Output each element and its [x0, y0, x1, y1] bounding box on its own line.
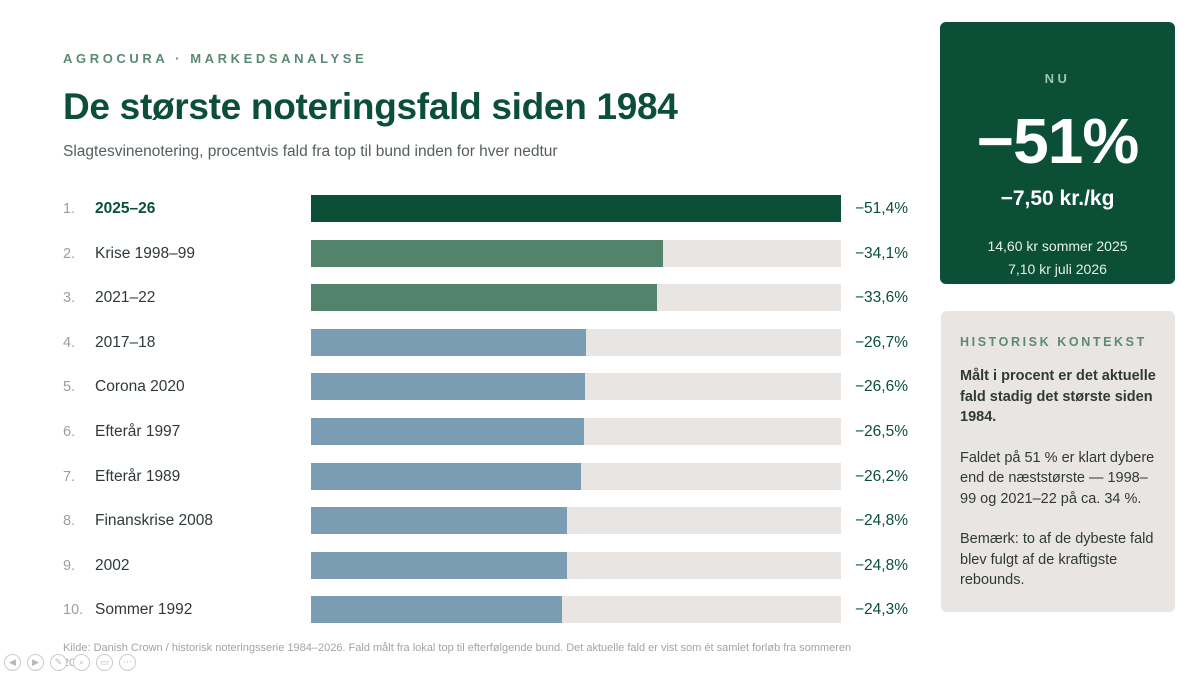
rank-label: 2.	[63, 245, 76, 262]
context-title: HISTORISK KONTEKST	[960, 335, 1147, 349]
rank-label: 7.	[63, 468, 76, 485]
category-label: Sommer 1992	[95, 601, 193, 619]
bar	[311, 239, 663, 267]
value-label: −24,8%	[855, 512, 909, 530]
bar	[311, 507, 567, 535]
value-label: −24,3%	[855, 601, 909, 619]
bar-track	[311, 373, 841, 401]
rank-label: 8.	[63, 513, 76, 530]
chart-row: 7. Efterår 1989 −26,2%	[0, 462, 930, 491]
source-note: Kilde: Danish Crown / historisk notering…	[63, 642, 852, 669]
value-label: −51,4%	[855, 200, 909, 217]
bar	[311, 551, 567, 579]
rank-label: 3.	[63, 290, 76, 307]
rank-label: 10.	[63, 602, 84, 619]
bar	[311, 328, 587, 356]
bar-track	[311, 328, 841, 356]
bar-chart: 1. 2025–26 −51,4% 2. Krise 1998–99 −34,1% 3. 20…	[0, 195, 930, 624]
rank-label: 4.	[63, 334, 76, 351]
category-label: 2025–26	[95, 200, 156, 217]
chart-row: 5. Corona 2020 −26,6%	[0, 373, 930, 401]
view-icon[interactable]: ▭	[96, 654, 113, 671]
bar-track	[311, 195, 841, 222]
context-card: HISTORISK KONTEKST Målt i procent er det…	[941, 311, 1175, 612]
context-paragraph-2: Faldet på 51 % er klart dybere end de næ…	[960, 449, 1155, 507]
value-label: −33,6%	[855, 289, 909, 307]
value-label: −26,5%	[855, 423, 909, 440]
category-label: Efterår 1997	[95, 423, 181, 440]
bar-track	[311, 551, 841, 579]
page-title: De største noteringsfald siden 1984	[63, 86, 678, 127]
kicker-label: AGROCURA · MARKEDSANALYSE	[63, 51, 368, 66]
context-paragraph-1: Målt i procent er det aktuelle fald stad…	[960, 368, 1156, 425]
bar	[311, 284, 658, 312]
bar-track	[311, 462, 841, 490]
value-label: −26,7%	[855, 333, 909, 351]
value-label: −26,2%	[855, 467, 909, 485]
bar	[311, 373, 586, 401]
bar-track	[311, 418, 841, 445]
category-label: 2002	[95, 556, 130, 574]
bar	[311, 462, 582, 490]
rank-label: 9.	[63, 557, 76, 574]
chart-row: 1. 2025–26 −51,4%	[0, 195, 930, 223]
current-drop-value: −51%	[976, 105, 1139, 177]
category-label: 2021–22	[95, 289, 156, 307]
category-label: 2017–18	[95, 333, 156, 351]
price-summer-2025: 14,60 kr sommer 2025	[987, 238, 1128, 254]
bar	[311, 195, 841, 222]
bar	[311, 418, 585, 445]
chart-row: 6. Efterår 1997 −26,5%	[0, 418, 930, 446]
category-label: Krise 1998–99	[95, 244, 195, 262]
more-icon[interactable]: ⋯	[119, 654, 136, 671]
context-paragraph-3: Bemærk: to af de dybeste fald blev fulgt…	[960, 531, 1154, 588]
chart-row: 8. Finanskrise 2008 −24,8%	[0, 507, 930, 535]
chart-row: 10. Sommer 1992 −24,3%	[0, 596, 930, 624]
bar-track	[311, 507, 841, 535]
page-subtitle: Slagtesvinenotering, procentvis fald fra…	[63, 143, 558, 160]
pen-icon[interactable]: ✎	[50, 654, 67, 671]
chart-row: 2. Krise 1998–99 −34,1%	[0, 239, 930, 268]
value-label: −26,6%	[855, 378, 909, 396]
prev-icon[interactable]: ◀	[4, 654, 21, 671]
category-label: Corona 2020	[95, 378, 185, 396]
bar-track	[311, 284, 841, 312]
current-drop-kr: −7,50 kr./kg	[1000, 187, 1115, 210]
category-label: Efterår 1989	[95, 467, 181, 485]
rank-label: 5.	[63, 379, 76, 396]
zoom-icon[interactable]: ⌕	[73, 654, 90, 671]
current-drop-card: NU −51% −7,50 kr./kg 14,60 kr sommer 202…	[940, 22, 1175, 284]
next-icon[interactable]: ▶	[27, 654, 44, 671]
price-july-2026: 7,10 kr juli 2026	[1008, 261, 1107, 277]
value-label: −24,8%	[855, 556, 909, 574]
bar-track	[311, 239, 841, 267]
rank-label: 6.	[63, 424, 76, 440]
chart-row: 9. 2002 −24,8%	[0, 551, 930, 580]
rank-label: 1.	[63, 201, 76, 217]
category-label: Finanskrise 2008	[95, 512, 214, 530]
now-label: NU	[1044, 71, 1071, 86]
chart-row: 4. 2017–18 −26,7%	[0, 328, 930, 357]
chart-row: 3. 2021–22 −33,6%	[0, 284, 930, 312]
bar	[311, 596, 562, 624]
bar-track	[311, 596, 841, 624]
value-label: −34,1%	[855, 244, 909, 262]
